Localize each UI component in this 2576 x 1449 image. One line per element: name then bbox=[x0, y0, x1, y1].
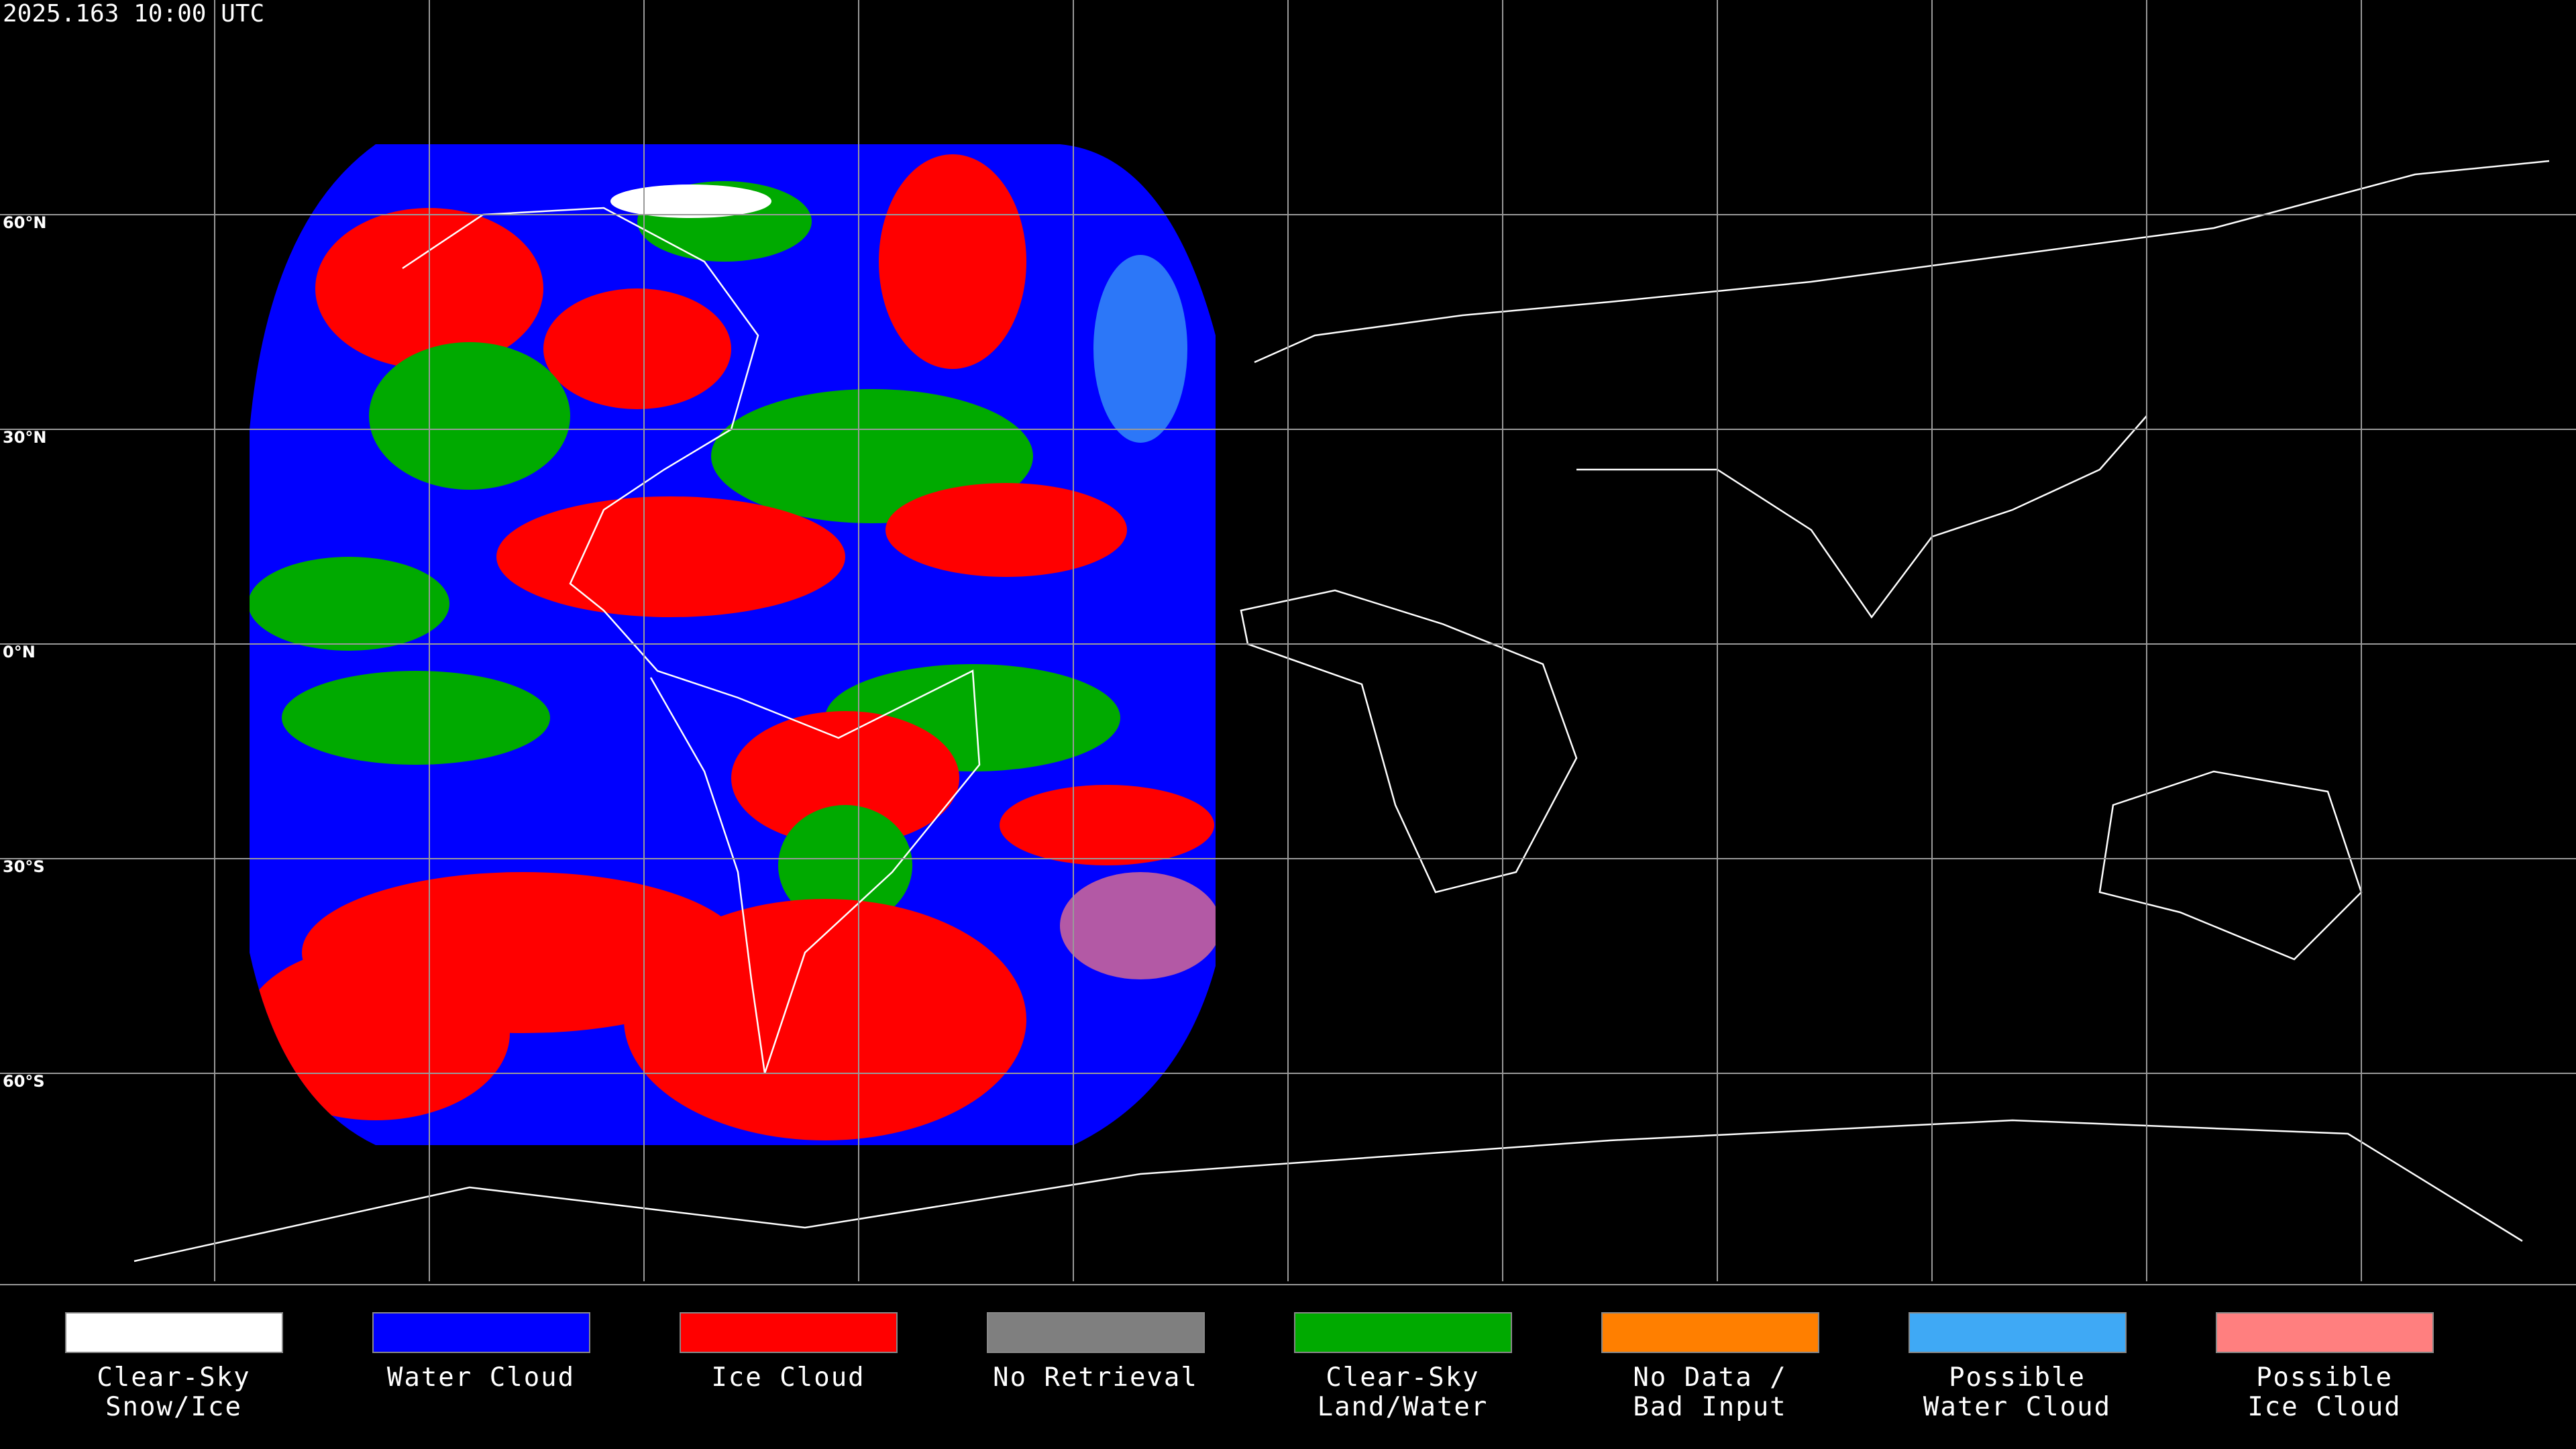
legend-entry: Water Cloud bbox=[372, 1312, 590, 1393]
legend-label: Ice Cloud bbox=[711, 1362, 865, 1393]
legend-swatch bbox=[372, 1312, 590, 1353]
legend-label: No Data / bbox=[1633, 1362, 1786, 1393]
legend-swatch bbox=[1909, 1312, 2127, 1353]
graticule bbox=[0, 0, 2576, 1281]
legend-label: Snow/Ice bbox=[105, 1392, 242, 1422]
latitude-label: 30°N bbox=[3, 428, 46, 447]
legend-entry: No Data /Bad Input bbox=[1601, 1312, 1819, 1422]
legend-entry: Ice Cloud bbox=[680, 1312, 898, 1393]
legend-label: Possible bbox=[2256, 1362, 2393, 1393]
legend-label: Water Cloud bbox=[1923, 1392, 2111, 1422]
legend-entry: No Retrieval bbox=[987, 1312, 1205, 1393]
legend-label: Ice Cloud bbox=[2247, 1392, 2401, 1422]
latitude-label: 60°N bbox=[3, 213, 46, 232]
timestamp: 2025.163 10:00 UTC bbox=[3, 0, 264, 28]
legend-label: No Retrieval bbox=[993, 1362, 1198, 1393]
coastlines bbox=[133, 160, 2550, 1263]
latitude-label: 30°S bbox=[3, 857, 45, 876]
legend-label: Bad Input bbox=[1633, 1392, 1786, 1422]
legend-swatch bbox=[1294, 1312, 1512, 1353]
legend-swatch bbox=[2216, 1312, 2434, 1353]
latitude-label: 60°S bbox=[3, 1072, 45, 1091]
legend-label: Clear-Sky bbox=[97, 1362, 250, 1393]
legend-swatch bbox=[1601, 1312, 1819, 1353]
legend-swatch bbox=[65, 1312, 283, 1353]
legend-label: Land/Water bbox=[1318, 1392, 1489, 1422]
latitude-labels: 60°N 30°N 0°N 30°S 60°S bbox=[3, 213, 46, 1091]
legend-label: Clear-Sky bbox=[1326, 1362, 1479, 1393]
legend-label: Water Cloud bbox=[387, 1362, 575, 1393]
legend-swatch bbox=[680, 1312, 898, 1353]
legend-swatch bbox=[987, 1312, 1205, 1353]
legend-label: Possible bbox=[1949, 1362, 2086, 1393]
latitude-label: 0°N bbox=[3, 643, 36, 661]
